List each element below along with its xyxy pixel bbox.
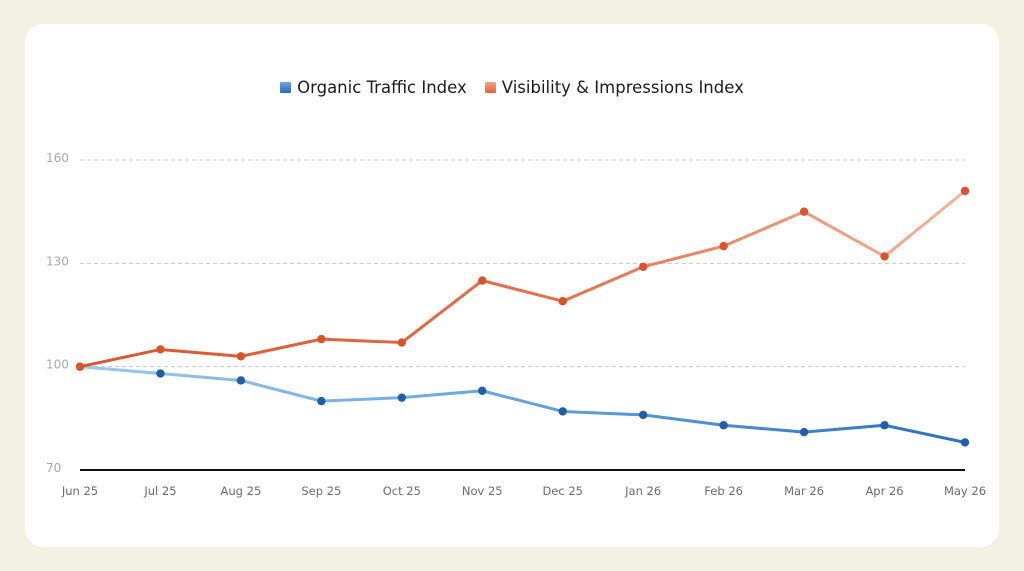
data-point-visibility-impressions [156,345,165,354]
y-tick-label-70: 70 [46,461,61,475]
y-tick-label-160: 160 [46,151,69,165]
chart-legend: Organic Traffic Index Visibility & Impre… [0,78,1024,97]
data-point-organic-traffic [478,386,487,395]
data-point-visibility-impressions [478,276,487,285]
data-point-visibility-impressions [880,252,889,261]
data-point-organic-traffic [156,369,165,378]
data-point-organic-traffic [397,393,407,402]
data-point-visibility-impressions [236,352,246,361]
data-point-visibility-impressions [638,262,648,271]
x-tick-label: Mar 26 [784,484,824,498]
series-line-organic-traffic [78,365,967,444]
orange-square-icon [484,82,496,93]
data-point-organic-traffic [558,407,567,416]
legend-item-organic-traffic[interactable]: Organic Traffic Index [280,78,467,97]
grid-layer [80,159,965,368]
data-point-visibility-impressions [558,297,567,306]
y-tick-label-100: 100 [46,358,69,372]
axis-layer: 70 100 130 160 Jun 25 Jul 25 Aug 25 Sep 25 Oct 2… [46,151,986,498]
data-point-organic-traffic [719,421,728,430]
y-tick-label-130: 130 [46,254,69,268]
data-point-visibility-impressions [397,338,407,347]
series-layer [75,186,970,447]
data-point-organic-traffic [317,396,326,406]
series-line-visibility-impressions [78,189,967,369]
x-tick-label: Jul 25 [143,484,176,498]
data-point-visibility-impressions [719,241,728,251]
data-point-visibility-impressions [799,207,809,216]
legend-label-organic-traffic: Organic Traffic Index [297,78,467,97]
x-tick-label: Feb 26 [704,484,743,498]
legend-item-visibility-impressions[interactable]: Visibility & Impressions Index [484,78,744,97]
chart-card [25,24,999,547]
data-point-visibility-impressions [317,334,326,344]
x-tick-label: Apr 26 [865,484,903,498]
x-tick-label: May 26 [944,484,986,498]
x-tick-label: Oct 25 [383,484,421,498]
data-point-visibility-impressions [75,362,85,371]
data-point-organic-traffic [799,427,809,437]
x-tick-label: Jan 26 [624,484,661,498]
blue-square-icon [280,82,292,93]
data-point-organic-traffic [236,376,246,385]
x-tick-label: Dec 25 [542,484,583,498]
x-tick-label: Nov 25 [462,484,503,498]
x-tick-label: Sep 25 [301,484,341,498]
data-point-organic-traffic [880,421,889,430]
data-point-visibility-impressions [960,186,970,196]
legend-label-visibility-impressions: Visibility & Impressions Index [501,78,744,97]
x-tick-label: Jun 25 [61,484,98,498]
x-tick-label: Aug 25 [221,484,262,498]
data-point-organic-traffic [960,438,970,447]
data-point-organic-traffic [638,410,648,420]
